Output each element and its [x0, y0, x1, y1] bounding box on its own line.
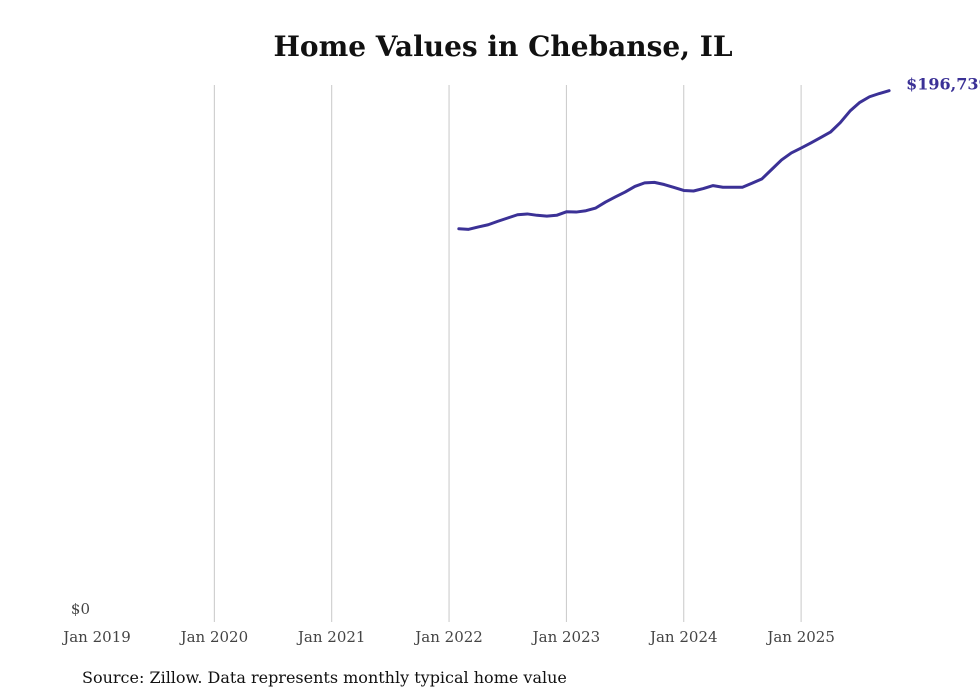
source-note: Source: Zillow. Data represents monthly … — [82, 668, 567, 687]
x-tick-label: Jan 2025 — [765, 628, 835, 646]
x-tick-label: Jan 2021 — [296, 628, 366, 646]
x-tick-label: Jan 2019 — [61, 628, 131, 646]
series-line — [457, 89, 891, 231]
x-tick-label: Jan 2024 — [648, 628, 718, 646]
chart-title: Home Values in Chebanse, IL — [273, 30, 733, 63]
end-value-label: $196,739 — [906, 75, 980, 94]
x-tick-label: Jan 2020 — [179, 628, 249, 646]
x-tick-label: Jan 2022 — [413, 628, 483, 646]
x-tick-label: Jan 2023 — [531, 628, 601, 646]
y-tick-label: $0 — [71, 600, 90, 618]
